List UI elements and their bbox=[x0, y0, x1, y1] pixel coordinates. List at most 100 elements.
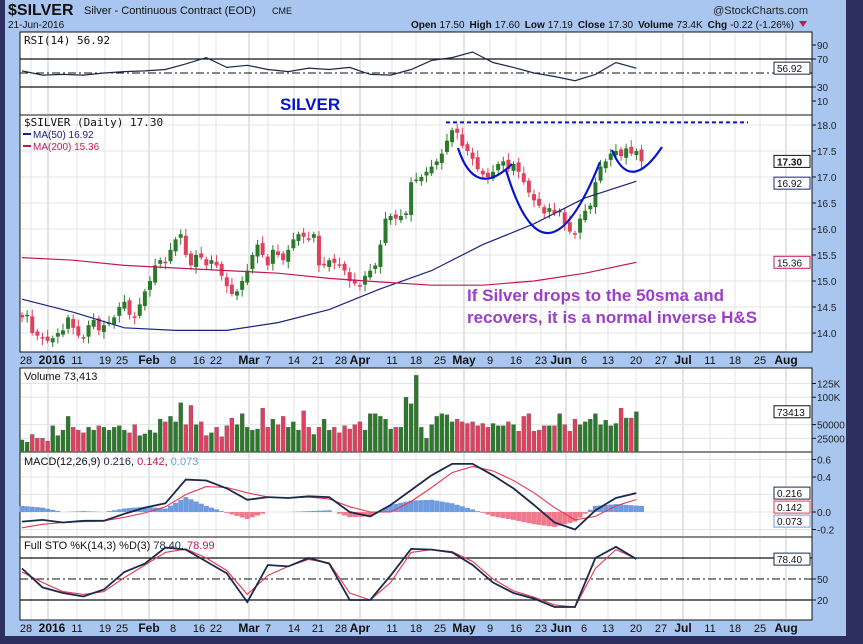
candle-body bbox=[460, 134, 465, 146]
macd-histogram-bar bbox=[587, 509, 593, 512]
volume-bar bbox=[117, 425, 122, 453]
candle-body bbox=[255, 244, 260, 257]
volume-bar bbox=[419, 427, 424, 453]
x-axis-label: 18 bbox=[729, 355, 741, 367]
macd-histogram-bar bbox=[342, 512, 348, 516]
volume-bar bbox=[511, 424, 516, 453]
volume-bar bbox=[209, 432, 214, 453]
candle-body bbox=[81, 337, 86, 339]
histogram-tag: 0.073 bbox=[777, 517, 802, 528]
volume-bar bbox=[598, 424, 603, 453]
x-axis-label: 25 bbox=[754, 623, 766, 635]
candle-body bbox=[332, 258, 337, 263]
macd-histogram-bar bbox=[485, 512, 491, 515]
volume-bar bbox=[311, 434, 316, 453]
macd-histogram-bar bbox=[628, 505, 634, 512]
macd-histogram-bar bbox=[531, 512, 537, 525]
macd-histogram-bar bbox=[106, 511, 112, 512]
volume-bar bbox=[506, 421, 511, 453]
volume-bar bbox=[521, 416, 526, 453]
sto-k-line bbox=[21, 545, 637, 608]
volume-axis-label: 50000 bbox=[817, 421, 845, 432]
price-axis-label: 18.0 bbox=[817, 121, 837, 132]
candle-body bbox=[491, 171, 496, 179]
volume-bar bbox=[158, 418, 163, 453]
x-axis-label: 18 bbox=[410, 355, 422, 367]
signal-value: 0.142 bbox=[137, 456, 165, 468]
volume-bar bbox=[188, 405, 194, 453]
candle-body bbox=[199, 253, 204, 258]
volume-value: 73.4K bbox=[676, 20, 702, 31]
candle-body bbox=[173, 239, 178, 252]
volume-bar bbox=[245, 427, 250, 453]
macd-histogram-bar bbox=[111, 510, 117, 512]
volume-bar bbox=[629, 417, 634, 453]
candle-body bbox=[117, 307, 122, 316]
candle-body bbox=[178, 234, 183, 238]
x-axis-label: Jun bbox=[550, 621, 571, 635]
x-axis-label: 20 bbox=[630, 355, 642, 367]
candle-body bbox=[501, 161, 506, 166]
volume-bar bbox=[178, 402, 183, 453]
candle-body bbox=[158, 260, 163, 264]
low-value: 17.19 bbox=[548, 20, 573, 31]
candle-body bbox=[296, 234, 301, 241]
macd-histogram-bar bbox=[418, 500, 424, 512]
candle-body bbox=[613, 151, 618, 156]
macd-histogram-bar bbox=[234, 512, 240, 516]
price-axis-label: 15.0 bbox=[817, 277, 837, 288]
candle-body bbox=[583, 210, 588, 221]
volume-bar bbox=[199, 421, 204, 453]
volume-bar bbox=[547, 425, 552, 453]
volume-bar bbox=[455, 418, 460, 453]
candle-body bbox=[286, 249, 291, 262]
candle-body bbox=[316, 235, 321, 266]
ohlc-readout: Open 17.50 High 17.60 Low 17.19 Close 17.30 Volu… bbox=[411, 20, 794, 31]
candle-body bbox=[50, 338, 55, 343]
x-axis-label: 28 bbox=[335, 355, 347, 367]
x-axis-label: Feb bbox=[138, 621, 159, 635]
macd-histogram-bar bbox=[618, 504, 624, 512]
x-axis-label: 22 bbox=[210, 355, 222, 367]
macd-histogram-bar bbox=[34, 507, 40, 512]
candle-body bbox=[608, 153, 613, 160]
candle-body bbox=[270, 249, 275, 264]
candle-body bbox=[35, 331, 40, 336]
price-axis-label: 14.0 bbox=[817, 329, 837, 340]
volume-bar bbox=[567, 431, 572, 453]
x-axis-label: 28 bbox=[20, 355, 32, 367]
x-axis-label: 25 bbox=[434, 355, 446, 367]
macd-histogram-bar bbox=[567, 512, 573, 523]
candle-body bbox=[240, 281, 245, 290]
x-axis-label: 16 bbox=[510, 355, 522, 367]
macd-histogram-bar bbox=[86, 511, 92, 512]
volume-bar bbox=[255, 428, 260, 453]
macd-histogram-bar bbox=[224, 512, 230, 513]
x-axis-label: 8 bbox=[170, 623, 176, 635]
price-axis-label: 17.0 bbox=[817, 173, 837, 184]
volume-bar bbox=[536, 429, 542, 453]
macd-histogram-bar bbox=[623, 504, 629, 512]
candle-body bbox=[137, 304, 142, 316]
candle-body bbox=[60, 330, 65, 335]
open-label: Open bbox=[411, 20, 437, 31]
annotation-note-line2: recovers, it is a normal inverse H&S bbox=[467, 308, 757, 327]
macd-histogram-bar bbox=[439, 501, 445, 512]
macd-histogram-bar bbox=[536, 512, 542, 525]
x-axis-label: 11 bbox=[71, 623, 82, 635]
x-axis-label: 6 bbox=[581, 623, 587, 635]
candle-body bbox=[250, 255, 255, 270]
volume-bar bbox=[219, 436, 224, 453]
volume-bar bbox=[76, 429, 81, 453]
chart-date: 21-Jun-2016 bbox=[8, 20, 65, 31]
macd-histogram-bar bbox=[362, 512, 368, 517]
macd-histogram-bar bbox=[157, 508, 163, 512]
candle-body bbox=[265, 256, 270, 266]
candle-body bbox=[404, 213, 408, 215]
volume-bar bbox=[19, 439, 25, 453]
macd-histogram-bar bbox=[244, 512, 250, 519]
volume-bar bbox=[588, 418, 593, 453]
ma200-tag-box bbox=[773, 255, 811, 269]
macd-histogram-bar bbox=[260, 512, 266, 514]
candle-body bbox=[40, 337, 45, 339]
